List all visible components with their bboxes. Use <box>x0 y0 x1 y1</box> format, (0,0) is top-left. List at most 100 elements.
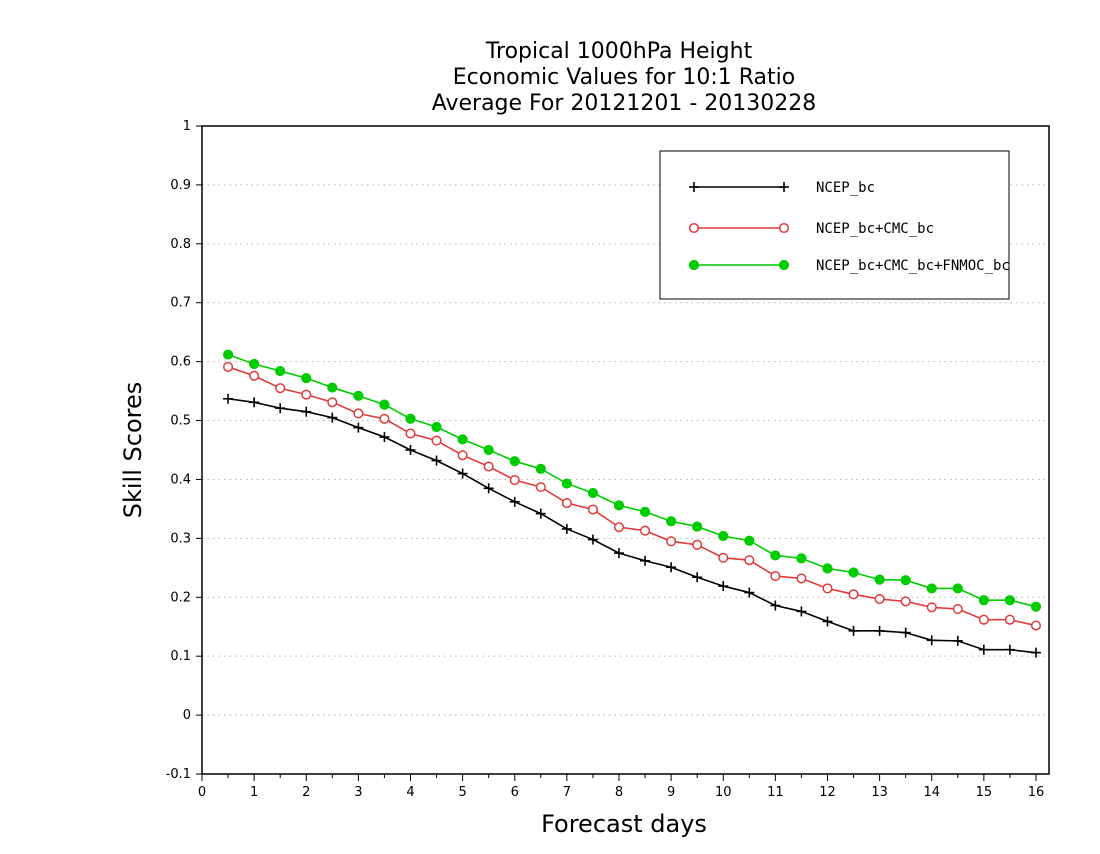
data-point <box>692 539 703 550</box>
y-tick-label: 0.5 <box>170 414 191 429</box>
data-point <box>926 635 937 646</box>
data-point <box>613 522 625 533</box>
data-point <box>822 583 833 594</box>
data-point <box>822 616 833 627</box>
legend-marker <box>778 259 790 271</box>
data-point <box>900 627 911 638</box>
data-point <box>952 604 963 615</box>
data-point <box>666 516 677 527</box>
data-point <box>1030 601 1042 612</box>
data-point <box>796 606 807 617</box>
data-point <box>249 370 260 381</box>
data-point <box>874 574 885 585</box>
data-point <box>900 596 911 607</box>
data-point <box>848 589 859 600</box>
legend-label: NCEP_bc+CMC_bc <box>816 221 934 237</box>
x-tick-label: 0 <box>198 785 206 800</box>
y-axis-title: Skill Scores <box>119 382 147 519</box>
data-point <box>353 408 364 419</box>
grid-lines <box>202 184 1049 716</box>
data-point <box>327 382 338 393</box>
legend: NCEP_bc NCEP_bc+CMC_bc NCEP_bc+CMC_bc+FNMO… <box>659 150 1010 300</box>
data-point <box>770 550 781 561</box>
data-point <box>509 456 520 467</box>
x-tick-label: 2 <box>302 785 310 800</box>
data-point <box>327 412 338 423</box>
data-point <box>222 349 234 360</box>
data-point <box>535 463 546 474</box>
data-point <box>457 468 468 479</box>
data-point <box>587 534 598 545</box>
legend-box <box>659 150 1010 300</box>
chart-title-line-3: Average For 20121201 - 20130228 <box>432 91 817 116</box>
data-point <box>353 390 364 401</box>
data-point <box>613 500 625 511</box>
x-tick-label: 6 <box>511 785 519 800</box>
data-point <box>926 583 937 594</box>
data-point <box>744 535 755 546</box>
data-point <box>379 413 390 424</box>
data-point <box>431 421 442 433</box>
y-tick-label: 0.8 <box>170 237 191 252</box>
data-point <box>718 530 729 542</box>
data-point <box>223 393 234 404</box>
x-tick-label: 15 <box>976 785 993 800</box>
data-point <box>509 474 520 486</box>
data-point <box>900 575 911 586</box>
y-tick-label: 0 <box>183 708 191 723</box>
data-point <box>431 435 442 446</box>
data-point <box>874 593 885 605</box>
data-point <box>457 434 468 445</box>
legend-marker <box>689 182 699 192</box>
data-point <box>952 583 963 594</box>
data-point <box>301 373 312 384</box>
y-tick-label: 0.1 <box>170 649 191 664</box>
x-tick-label: 11 <box>767 785 784 800</box>
data-point <box>744 587 755 598</box>
data-point <box>639 525 651 536</box>
data-point <box>796 553 807 564</box>
data-point <box>457 450 468 461</box>
plot-frame <box>201 125 1050 775</box>
x-tick-label: 12 <box>819 785 836 800</box>
data-point <box>640 555 651 566</box>
data-point <box>483 461 494 472</box>
data-point <box>483 483 494 494</box>
data-point <box>535 482 546 493</box>
y-axis-ticks: -0.1 0 0.1 0.2 0.3 0.4 0.5 0.6 0.7 0.8 0.9 1 <box>166 119 202 782</box>
data-point <box>301 389 312 400</box>
y-tick-label: 0.9 <box>170 178 191 193</box>
data-point <box>483 444 494 456</box>
x-axis-ticks: 0 1 2 3 4 5 6 7 8 9 10 11 12 13 14 15 16 <box>198 774 1044 800</box>
data-point <box>301 406 312 417</box>
data-point <box>405 428 416 439</box>
data-point <box>978 644 989 655</box>
data-point <box>978 595 989 606</box>
x-tick-label: 9 <box>667 785 675 800</box>
series-2 <box>223 361 1042 631</box>
y-tick-label: 0.6 <box>170 355 191 370</box>
data-point <box>509 496 520 507</box>
legend-entry: NCEP_bc <box>689 180 875 196</box>
series-line <box>227 397 1037 654</box>
data-point <box>952 635 963 646</box>
x-tick-label: 14 <box>923 785 940 800</box>
x-tick-label: 5 <box>458 785 466 800</box>
series-3 <box>222 349 1042 612</box>
data-point <box>379 399 390 410</box>
legend-marker <box>778 222 790 234</box>
legend-entry: NCEP_bc+CMC_bc <box>688 221 934 237</box>
data-point <box>249 358 260 370</box>
data-point <box>978 614 989 625</box>
data-point <box>275 383 286 394</box>
legend-marker <box>688 222 700 234</box>
data-point <box>770 571 781 582</box>
data-point <box>822 563 833 574</box>
x-tick-label: 13 <box>871 785 888 800</box>
legend-label: NCEP_bc <box>816 180 875 196</box>
data-series <box>222 349 1042 658</box>
data-point <box>587 487 599 499</box>
y-tick-label: 0.2 <box>170 590 191 605</box>
